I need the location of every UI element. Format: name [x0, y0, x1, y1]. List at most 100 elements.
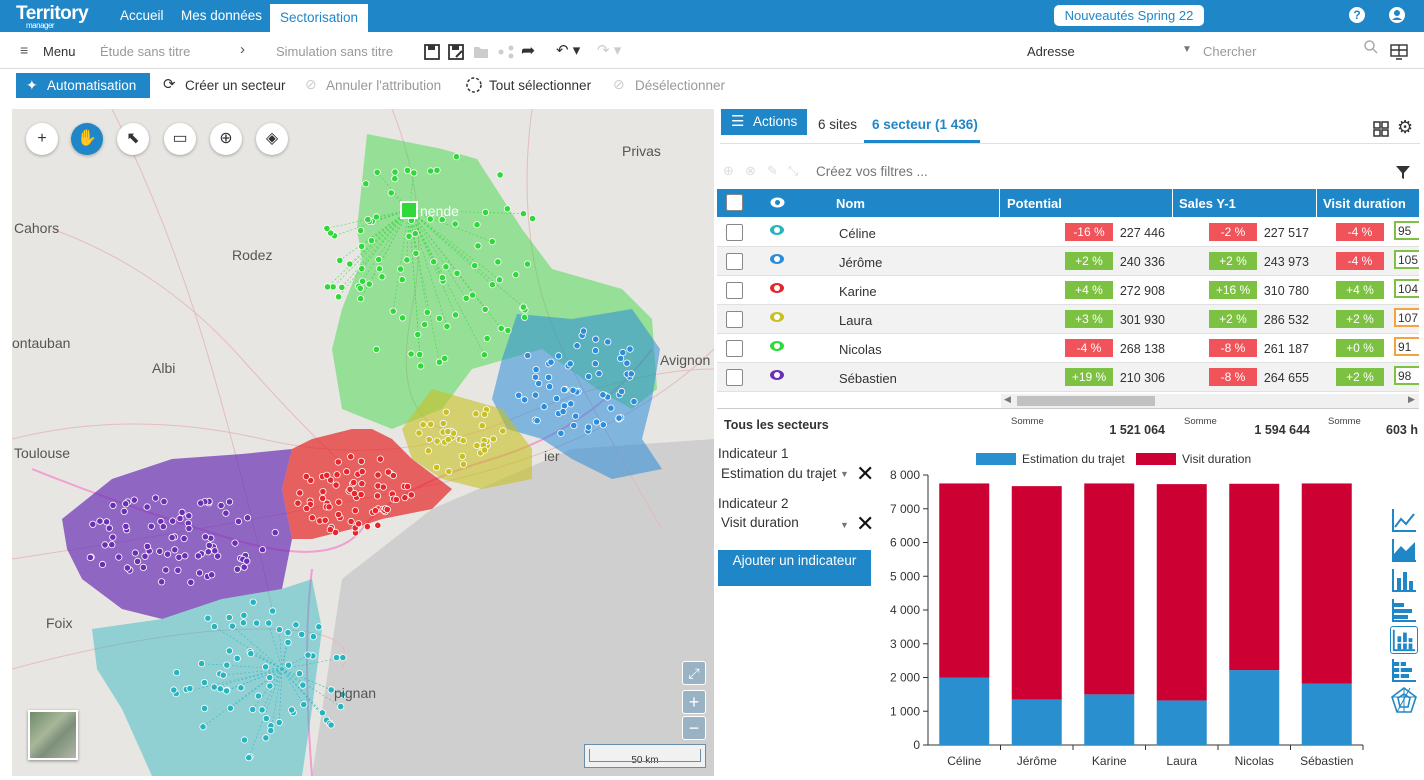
customer-point[interactable] [591, 347, 600, 355]
customer-point[interactable] [339, 653, 347, 662]
customer-point[interactable] [222, 509, 230, 517]
customer-point[interactable] [488, 238, 496, 246]
fullscreen-icon[interactable]: ⤢ [682, 661, 706, 685]
customer-point[interactable] [554, 352, 563, 360]
customer-point[interactable] [504, 326, 512, 335]
customer-point[interactable] [481, 305, 489, 313]
customer-point[interactable] [532, 365, 540, 374]
customer-point[interactable] [217, 501, 225, 510]
customer-point[interactable] [356, 284, 364, 292]
customer-point[interactable] [372, 345, 380, 353]
customer-point[interactable] [443, 322, 451, 330]
customer-point[interactable] [318, 709, 326, 717]
customer-point[interactable] [295, 669, 304, 678]
bar-segment[interactable] [939, 677, 990, 746]
customer-point[interactable] [519, 303, 527, 311]
sector-visibility-eye-icon[interactable] [770, 341, 784, 351]
customer-point[interactable] [430, 258, 438, 266]
customer-point[interactable] [427, 420, 435, 428]
zoom-out-button[interactable]: − [682, 716, 706, 740]
customer-point[interactable] [303, 504, 311, 513]
customer-point[interactable] [175, 553, 183, 561]
share-network-icon[interactable] [498, 45, 514, 59]
customer-point[interactable] [480, 351, 488, 359]
zoom-in-button[interactable]: + [682, 690, 706, 714]
customer-point[interactable] [197, 499, 205, 507]
customer-point[interactable] [275, 625, 283, 634]
customer-point[interactable] [134, 557, 142, 565]
customer-point[interactable] [441, 354, 449, 362]
customer-point[interactable] [315, 623, 323, 631]
row-checkbox[interactable] [726, 340, 743, 357]
customer-point[interactable] [572, 412, 580, 420]
customer-point[interactable] [401, 494, 409, 502]
customer-point[interactable] [417, 362, 425, 370]
customer-point[interactable] [488, 281, 496, 289]
customer-point[interactable] [357, 490, 365, 499]
customer-point[interactable] [617, 387, 626, 396]
customer-point[interactable] [403, 166, 412, 175]
customer-point[interactable] [489, 435, 497, 443]
create-sector-button[interactable]: Créer un secteur [185, 78, 286, 93]
customer-point[interactable] [411, 230, 419, 238]
customer-point[interactable] [438, 274, 446, 282]
chevron-down-icon[interactable]: ▼ [840, 469, 849, 479]
user-account-icon[interactable] [1389, 7, 1405, 23]
add-indicator-button[interactable]: Ajouter un indicateur [718, 550, 871, 586]
customer-point[interactable] [592, 418, 601, 426]
customer-point[interactable] [262, 714, 270, 723]
customer-point[interactable] [599, 391, 607, 399]
customer-point[interactable] [599, 421, 607, 429]
customer-point[interactable] [547, 358, 555, 366]
legend-swatch[interactable] [1136, 453, 1176, 465]
select-pointer-tool[interactable]: ⬉ [117, 123, 149, 155]
select-all-checkbox[interactable] [726, 194, 743, 211]
customer-point[interactable] [358, 277, 367, 285]
customer-point[interactable] [298, 630, 306, 639]
customer-point[interactable] [520, 396, 529, 404]
customer-point[interactable] [398, 314, 407, 322]
customer-point[interactable] [570, 421, 578, 430]
customer-point[interactable] [89, 520, 97, 528]
customer-point[interactable] [158, 578, 166, 586]
folder-icon[interactable] [473, 45, 489, 59]
address-select[interactable]: Adresse [1027, 44, 1075, 59]
pan-hand-tool[interactable]: ✋ [71, 123, 103, 155]
chevron-down-icon[interactable]: ▼ [1182, 44, 1192, 55]
customer-point[interactable] [185, 524, 193, 533]
customer-point[interactable] [495, 276, 504, 284]
customer-point[interactable] [204, 548, 212, 556]
app-logo[interactable]: Territory manager [16, 3, 89, 30]
customer-point[interactable] [503, 205, 511, 213]
customer-point[interactable] [616, 354, 625, 362]
chevron-down-icon[interactable]: ▼ [840, 520, 849, 530]
bar-segment[interactable] [1229, 670, 1280, 745]
customer-point[interactable] [226, 704, 234, 712]
customer-point[interactable] [223, 661, 231, 669]
customer-point[interactable] [403, 256, 411, 264]
customer-point[interactable] [387, 189, 395, 197]
customer-point[interactable] [374, 521, 382, 529]
radar-chart-icon[interactable] [1390, 686, 1418, 714]
customer-point[interactable] [438, 216, 446, 224]
customer-point[interactable] [569, 386, 577, 394]
customer-point[interactable] [96, 517, 104, 525]
filter-add-icon[interactable]: ⊕ [723, 163, 734, 178]
customer-point[interactable] [319, 487, 327, 496]
customer-point[interactable] [258, 546, 267, 554]
customer-point[interactable] [337, 702, 345, 711]
sector-visibility-eye-icon[interactable] [770, 254, 784, 264]
customer-point[interactable] [266, 673, 274, 682]
undo-icon[interactable]: ↶ ▾ [556, 42, 581, 59]
customer-point[interactable] [358, 480, 366, 488]
customer-point[interactable] [338, 283, 346, 291]
customer-point[interactable] [615, 414, 623, 422]
bar-segment[interactable] [1084, 694, 1135, 745]
customer-point[interactable] [139, 563, 147, 571]
customer-point[interactable] [122, 500, 130, 508]
help-icon[interactable]: ? [1349, 7, 1365, 23]
filter-clear-icon[interactable]: ⊗ [745, 163, 756, 178]
customer-point[interactable] [445, 467, 453, 476]
customer-point[interactable] [108, 541, 116, 549]
customer-point[interactable] [483, 334, 491, 343]
